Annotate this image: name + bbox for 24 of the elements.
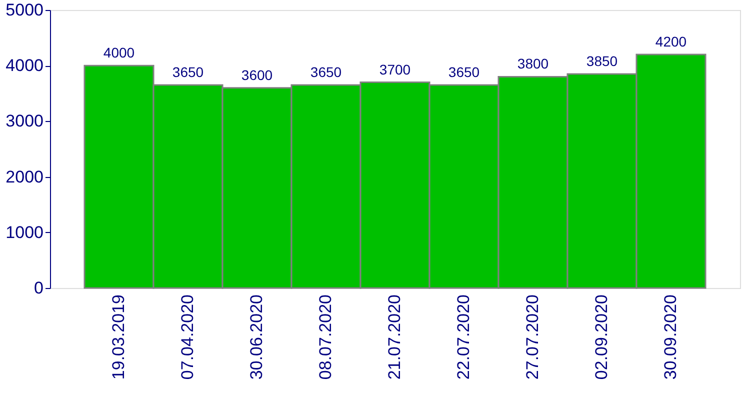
- x-tick-label: 22.07.2020: [454, 294, 473, 380]
- x-tick-label: 30.06.2020: [247, 294, 266, 380]
- data-label: 3650: [310, 64, 342, 80]
- y-tick-label: 1000: [6, 222, 44, 242]
- y-tick-label: 2000: [6, 167, 44, 186]
- data-label: 3600: [241, 66, 273, 83]
- x-tick-label: 02.09.2020: [592, 294, 611, 380]
- x-tick-label: 19.03.2019: [109, 294, 128, 380]
- y-tick-label: 0: [34, 278, 44, 298]
- data-label: 3850: [586, 52, 618, 69]
- data-label: 3650: [172, 64, 204, 80]
- y-tick-label: 4000: [6, 56, 44, 76]
- x-tick-label: 08.07.2020: [316, 294, 335, 380]
- data-label: 3700: [379, 61, 411, 78]
- data-label: 4000: [103, 44, 135, 61]
- x-tick-label: 07.04.2020: [178, 294, 197, 380]
- x-tick-label: 21.07.2020: [385, 294, 404, 380]
- data-label: 4200: [655, 33, 687, 50]
- x-tick-label: 30.09.2020: [661, 294, 680, 380]
- data-label: 3800: [517, 56, 549, 72]
- y-tick-label: 5000: [6, 0, 44, 20]
- data-label: 3650: [448, 64, 480, 80]
- y-tick-label: 3000: [6, 112, 44, 131]
- x-tick-label: 27.07.2020: [523, 294, 542, 380]
